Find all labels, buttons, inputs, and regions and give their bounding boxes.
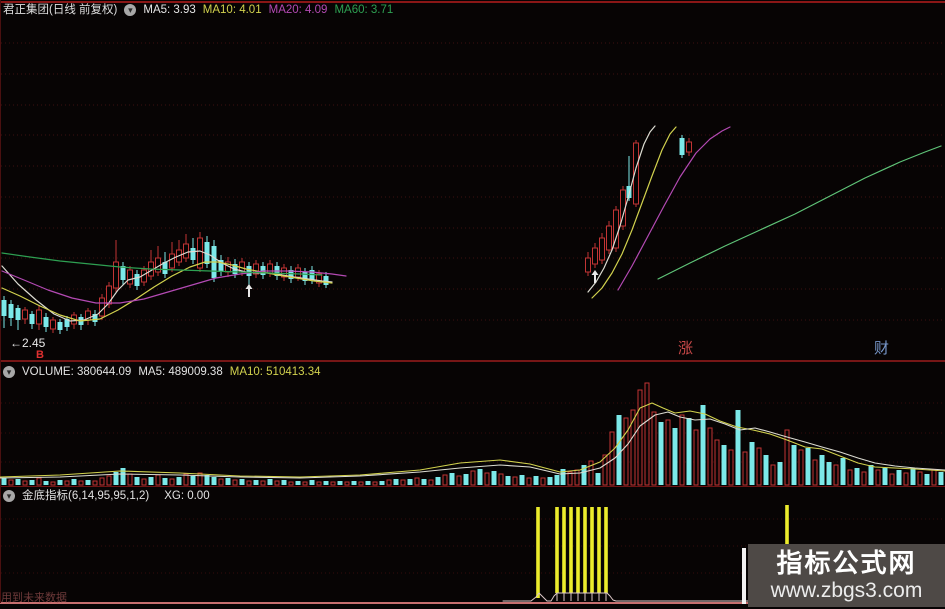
stock-title: 君正集团(日线 前复权) [3,4,118,16]
main-chart-header: 君正集团(日线 前复权) ▾ MA5: 3.93 MA10: 4.01 MA20… [3,3,393,17]
volume-ma10-value: MA10: 510413.34 [229,366,321,378]
watermark-divider [742,548,746,604]
ma20-value: MA20: 4.09 [268,4,328,16]
volume-ma5-value: MA5: 489009.38 [138,366,223,378]
buy-signal-marker: B [36,349,44,361]
collapse-icon[interactable]: ▾ [3,366,15,378]
indicator-name: 金底指标(6,14,95,95,1,2) [22,490,150,502]
future-data-warning: 用到未来数据 [1,592,67,604]
collapse-icon[interactable]: ▾ [124,4,137,16]
ma10-value: MA10: 4.01 [202,4,262,16]
volume-value: VOLUME: 380644.09 [22,366,132,378]
volume-pane-header: ▾ VOLUME: 380644.09 MA5: 489009.38 MA10:… [3,365,321,379]
ma60-value: MA60: 3.71 [334,4,394,16]
rise-watermark-char: 涨 [678,340,694,357]
indicator-pane-header: ▾ 金底指标(6,14,95,95,1,2) XG: 0.00 [3,489,210,503]
price-arrow-label: ←2.45 [10,336,46,350]
watermark-site-url: www.zbgs3.com [770,578,923,602]
watermark-box: 指标公式网 www.zbgs3.com [748,544,945,607]
wealth-watermark-char: 财 [874,340,890,357]
xg-value: XG: 0.00 [164,490,210,502]
ma5-value: MA5: 3.93 [143,4,196,16]
collapse-icon[interactable]: ▾ [3,490,15,502]
watermark-site-name: 指标公式网 [776,547,917,578]
